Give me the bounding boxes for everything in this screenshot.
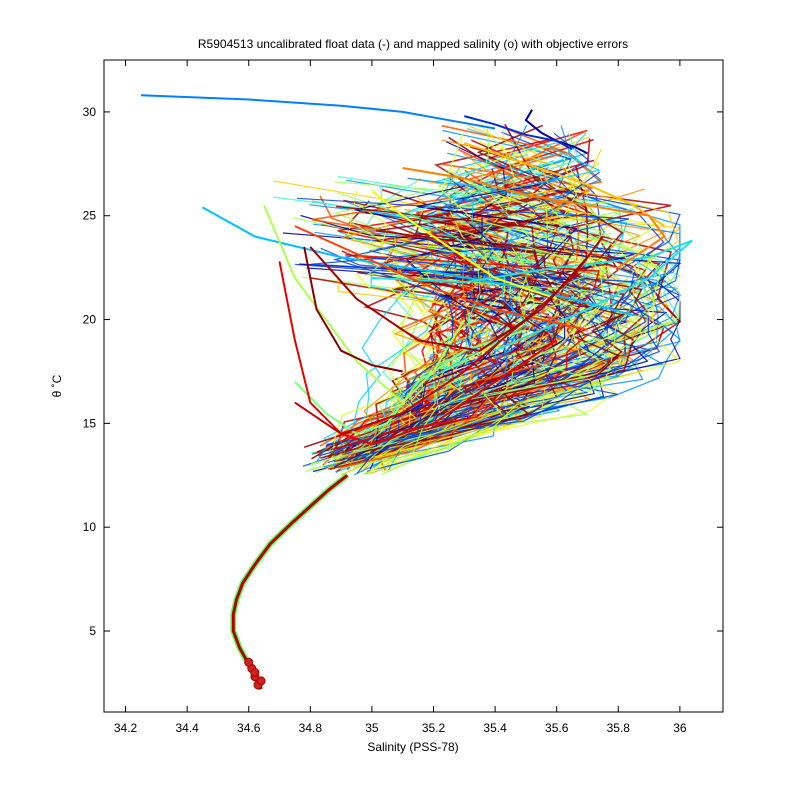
series-line	[303, 246, 403, 373]
profile-line	[341, 217, 454, 450]
series-line	[463, 142, 666, 227]
series-line	[294, 235, 604, 435]
profile-line	[368, 209, 557, 460]
x-tick-label: 35.4	[483, 721, 507, 735]
y-axis-label: θ ˚C	[50, 374, 64, 397]
x-tick-label: 34.8	[299, 721, 323, 735]
profile-line	[355, 272, 452, 454]
x-tick-label: 35.2	[422, 721, 446, 735]
series-line	[309, 246, 589, 352]
x-tick-label: 34.6	[237, 721, 261, 735]
series-line	[371, 190, 558, 300]
y-tick-label: 15	[83, 416, 97, 430]
x-tick-label: 35.6	[545, 721, 569, 735]
plot-area	[103, 59, 724, 713]
mapped-point	[256, 676, 266, 686]
profile-line	[335, 138, 666, 473]
chart-title: R5904513 uncalibrated float data (-) and…	[198, 37, 628, 51]
mapped-point	[244, 657, 254, 667]
profile-line	[348, 152, 564, 467]
profile-line	[370, 162, 651, 457]
x-tick-label: 36	[673, 721, 687, 735]
series-line	[294, 328, 527, 435]
profile-line	[362, 200, 611, 475]
series-layer	[140, 94, 693, 446]
series-line	[294, 225, 588, 331]
y-tick-label: 5	[89, 624, 96, 638]
profile-line	[383, 125, 681, 451]
profile-line	[332, 254, 600, 451]
y-tick-label: 25	[83, 209, 97, 223]
profile-line	[337, 223, 635, 470]
profile-line	[311, 256, 595, 465]
mapped-points-layer	[244, 657, 266, 690]
profile-line	[387, 152, 559, 471]
x-axis: 34.2 34.4 34.6 34.8 35 35.2 35.4 35.6 35.8 36	[114, 60, 687, 735]
profile-line	[369, 145, 658, 463]
series-line	[402, 167, 666, 269]
y-tick-label: 20	[83, 313, 97, 327]
x-tick-label: 35	[365, 721, 379, 735]
profile-line	[344, 122, 516, 462]
y-tick-label: 30	[83, 105, 97, 119]
y-axis: 5 10 15 20 25 30	[83, 105, 723, 638]
series-line	[202, 206, 634, 317]
profile-line	[319, 195, 442, 466]
x-tick-label: 34.4	[175, 721, 199, 735]
profile-line	[355, 195, 506, 454]
series-line	[524, 109, 588, 155]
profile-line	[333, 183, 578, 451]
mapped-point	[250, 668, 260, 677]
x-axis-label: Salinity (PSS-78)	[367, 740, 458, 754]
series-line	[278, 261, 558, 446]
profile-line	[367, 133, 605, 474]
profile-line	[334, 181, 682, 464]
y-tick-label: 10	[83, 520, 97, 534]
x-tick-label: 34.2	[114, 721, 138, 735]
series-line	[140, 94, 496, 130]
profile-line	[366, 141, 578, 454]
series-line	[464, 115, 573, 151]
series-line	[263, 205, 466, 404]
profile-line	[310, 246, 661, 457]
profile-fill-layer	[273, 122, 682, 476]
x-tick-label: 35.8	[607, 721, 631, 735]
series-line	[371, 239, 693, 352]
profile-line	[350, 273, 503, 450]
profile-line	[366, 237, 681, 447]
